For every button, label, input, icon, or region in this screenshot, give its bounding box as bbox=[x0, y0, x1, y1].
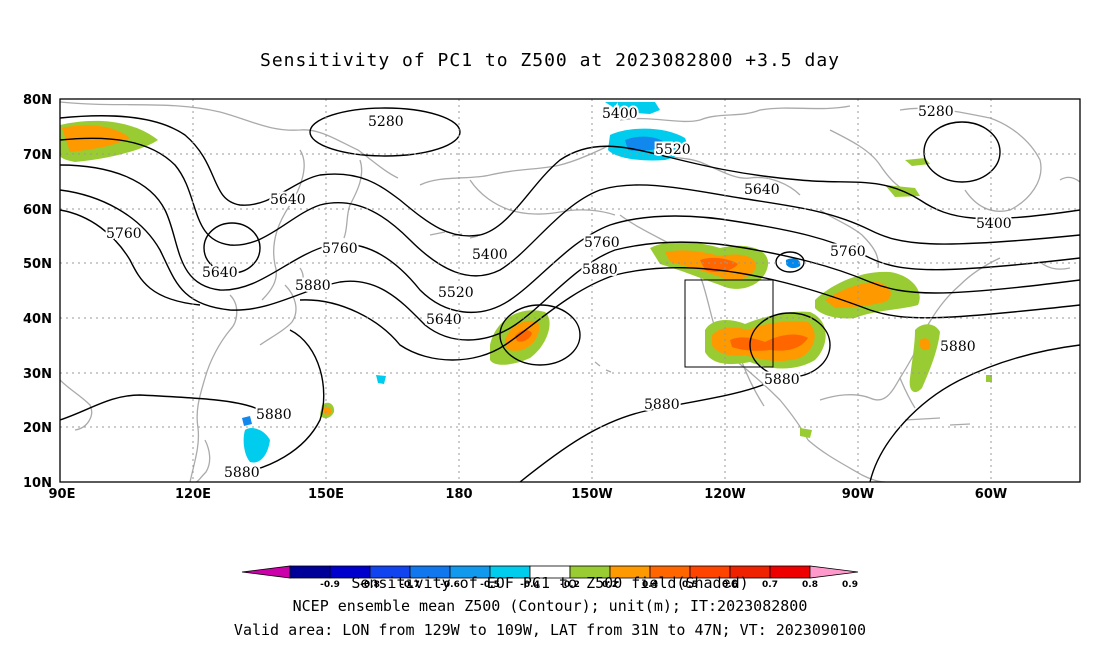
contour-label: 5520 bbox=[438, 285, 474, 301]
z500-contours bbox=[60, 107, 1080, 482]
lon-label: 150E bbox=[308, 487, 344, 502]
contour-label: 5760 bbox=[830, 244, 866, 260]
lat-label: 10N bbox=[23, 476, 52, 491]
lon-label: 60W bbox=[975, 487, 1007, 502]
colorbar-tick-label: -0.9 bbox=[320, 580, 340, 590]
colorbar-tick-label: 0.2 bbox=[602, 580, 618, 590]
colorbar-tick-label: 0.5 bbox=[682, 580, 698, 590]
colorbar-caption: Sensitivity of EOF PC1 to Z500 field(Sha… bbox=[351, 574, 749, 592]
contour-label: 5400 bbox=[602, 106, 638, 122]
contour-label: 5640 bbox=[202, 265, 238, 281]
colorbar-tick-label: -0.5 bbox=[480, 580, 500, 590]
lon-label: 90E bbox=[49, 487, 76, 502]
lon-label: 90W bbox=[842, 487, 874, 502]
colorbar-tick-label: 0.7 bbox=[762, 580, 778, 590]
contour-label: 5880 bbox=[582, 262, 618, 278]
longitude-labels: 90E 120E 150E 180 150W 120W 90W 60W bbox=[49, 487, 1008, 502]
contour-caption: NCEP ensemble mean Z500 (Contour); unit(… bbox=[292, 597, 808, 615]
lat-label: 60N bbox=[23, 203, 52, 218]
colorbar-tick-label: -0.6 bbox=[440, 580, 460, 590]
lon-label: 150W bbox=[571, 487, 612, 502]
colorbar-tick-label: -0.7 bbox=[400, 580, 420, 590]
contour-label: 5880 bbox=[256, 407, 292, 423]
contour-label: 5880 bbox=[764, 372, 800, 388]
contour-label: 5760 bbox=[106, 226, 142, 242]
map-plot-area bbox=[60, 99, 1080, 482]
contour-label: 5760 bbox=[322, 241, 358, 257]
colorbar-end-high bbox=[809, 565, 859, 579]
grid bbox=[60, 99, 1080, 482]
contour-label: 5520 bbox=[655, 142, 691, 158]
lon-label: 180 bbox=[445, 487, 472, 502]
valid-area-caption: Valid area: LON from 129W to 109W, LAT f… bbox=[233, 621, 867, 639]
contour-label: 5880 bbox=[295, 278, 331, 294]
lat-label: 20N bbox=[23, 421, 52, 436]
lat-label: 80N bbox=[23, 93, 52, 108]
colorbar-tick-label: 0.4 bbox=[642, 580, 658, 590]
contour-label: 5640 bbox=[426, 312, 462, 328]
lon-label: 120W bbox=[704, 487, 745, 502]
colorbar-tick-label: -0.2 bbox=[560, 580, 580, 590]
colorbar-tick-label: -0.4 bbox=[520, 580, 540, 590]
contour-label: 5280 bbox=[368, 114, 404, 130]
colorbar-tick-label: 0.6 bbox=[722, 580, 738, 590]
shaded-sensitivity bbox=[60, 102, 992, 463]
latitude-labels: 80N 70N 60N 50N 40N 30N 20N 10N bbox=[23, 93, 52, 491]
chart-title: Sensitivity of PC1 to Z500 at 2023082800… bbox=[259, 50, 840, 71]
contour-label: 5880 bbox=[644, 397, 680, 413]
contour-label: 5880 bbox=[940, 339, 976, 355]
contour-label: 5280 bbox=[918, 104, 954, 120]
contour-label: 5640 bbox=[744, 182, 780, 198]
contour-label: 5640 bbox=[270, 192, 306, 208]
colorbar-tick-label: 0.8 bbox=[802, 580, 818, 590]
contour-labels: 5280 5280 5400 5520 5640 5760 5640 5760 … bbox=[104, 102, 1014, 482]
lat-label: 30N bbox=[23, 367, 52, 382]
lon-label: 120E bbox=[175, 487, 211, 502]
map-border bbox=[59, 98, 1081, 483]
lat-label: 40N bbox=[23, 312, 52, 327]
contour-label: 5400 bbox=[976, 216, 1012, 232]
colorbar: -0.9 -0.8 -0.7 -0.6 -0.5 -0.4 -0.2 0.2 0.4 0.5 0.6… bbox=[241, 565, 859, 590]
colorbar-tick-label: -0.8 bbox=[360, 580, 380, 590]
lat-label: 70N bbox=[23, 148, 52, 163]
valid-area-box bbox=[684, 279, 774, 368]
contour-label: 5760 bbox=[584, 235, 620, 251]
contour-label: 5400 bbox=[472, 247, 508, 263]
colorbar-tick-label: 0.9 bbox=[842, 580, 858, 590]
contour-label: 5880 bbox=[224, 465, 260, 481]
lat-label: 50N bbox=[23, 257, 52, 272]
